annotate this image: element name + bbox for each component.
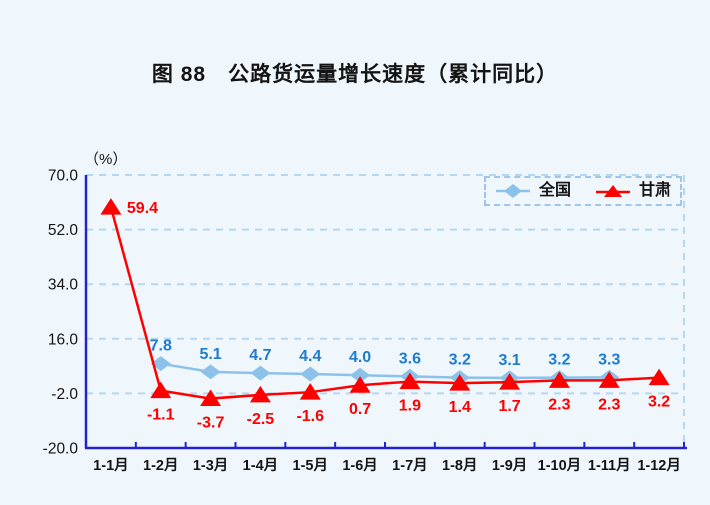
data-point-marker: [250, 365, 271, 381]
data-point-marker: [200, 364, 221, 380]
data-point-marker: [100, 198, 122, 215]
series-line-0: [160, 362, 610, 380]
data-point-label: 59.4: [127, 200, 158, 217]
data-point-marker: [399, 372, 421, 390]
x-category-label: 1-3月: [193, 457, 228, 474]
x-category-label: 1-6月: [342, 457, 377, 474]
gansu-series-marker-icon: [596, 185, 630, 197]
y-tick-label: 16.0: [48, 331, 79, 348]
data-point-marker: [499, 373, 521, 390]
data-point-marker: [349, 376, 371, 393]
data-point-label: 1.9: [399, 398, 421, 415]
chart-svg: （%） 70.0 52.0 34.0 16.0 -2.0 -20.0 1-1月 1-2月 1-3月…: [43, 151, 687, 474]
data-point-marker: [300, 366, 321, 382]
data-point-marker: [350, 367, 371, 383]
chart-area: （%） 70.0 52.0 34.0 16.0 -2.0 -20.0 1-1月 1-2月 1-3月…: [0, 128, 710, 500]
x-category-label: 1-1月: [93, 457, 128, 474]
data-point-label: 3.1: [498, 352, 520, 369]
y-tick-label: -20.0: [43, 441, 79, 458]
x-category-label: 1-7月: [392, 457, 427, 474]
x-category-label: 1-5月: [293, 457, 328, 474]
legend-triangle-gansu: [604, 185, 622, 197]
data-point-label: 3.2: [548, 352, 570, 369]
y-tick-label: -2.0: [51, 386, 78, 403]
national-series-marker-icon: [495, 184, 530, 198]
data-point-marker: [200, 389, 222, 407]
legend-item-national: 全国: [495, 183, 571, 199]
data-point-marker: [150, 356, 171, 372]
y-tick-label: 52.0: [48, 222, 79, 239]
legend-diamond-national: [503, 184, 522, 198]
legend-item-gansu: 甘肃: [595, 183, 671, 199]
data-point-label: 4.4: [299, 348, 321, 365]
data-point-label: 3.3: [598, 351, 620, 368]
data-point-label: -2.5: [247, 411, 275, 428]
data-point-marker: [598, 371, 620, 388]
legend-label-national: 全国: [538, 182, 571, 199]
data-point-label: 4.7: [249, 347, 271, 364]
x-category-label: 1-10月: [538, 457, 582, 474]
data-point-label: -3.7: [197, 415, 225, 432]
data-point-label: 2.3: [598, 396, 620, 413]
data-point-label: 7.8: [150, 338, 172, 355]
x-category-label: 1-8月: [442, 457, 477, 474]
data-point-marker: [449, 374, 471, 391]
data-point-label: 1.4: [449, 399, 471, 416]
x-category-label: 1-2月: [143, 457, 178, 474]
data-point-marker: [249, 385, 271, 403]
x-category-label: 1-4月: [243, 457, 278, 474]
x-category-label: 1-12月: [637, 457, 681, 474]
data-point-label: 3.2: [648, 394, 670, 411]
data-point-marker: [150, 381, 172, 399]
x-category-label: 1-9月: [492, 457, 527, 474]
x-category-label: 1-11月: [588, 457, 631, 474]
data-point-marker: [299, 383, 321, 400]
series-line-1: [109, 206, 660, 400]
data-point-label: -1.1: [147, 407, 175, 424]
y-axis-unit-label: （%）: [84, 151, 127, 168]
page-title: 图 88 公路货运量增长速度（累计同比）: [151, 63, 559, 86]
chart-legend: 全国 甘肃: [484, 176, 682, 206]
data-point-label: 3.2: [449, 352, 471, 369]
data-point-label: 2.3: [548, 396, 570, 413]
data-point-marker: [648, 368, 670, 386]
data-point-label: 4.0: [349, 349, 371, 366]
legend-label-gansu: 甘肃: [639, 182, 672, 199]
data-point-label: 3.6: [399, 350, 421, 367]
data-point-label: 0.7: [349, 401, 371, 418]
data-point-label: 5.1: [199, 346, 221, 363]
data-point-label: 1.7: [498, 398, 520, 415]
data-point-label: -1.6: [296, 408, 324, 425]
data-point-marker: [548, 371, 570, 388]
y-tick-label: 70.0: [48, 168, 79, 185]
y-tick-label: 34.0: [48, 277, 79, 294]
